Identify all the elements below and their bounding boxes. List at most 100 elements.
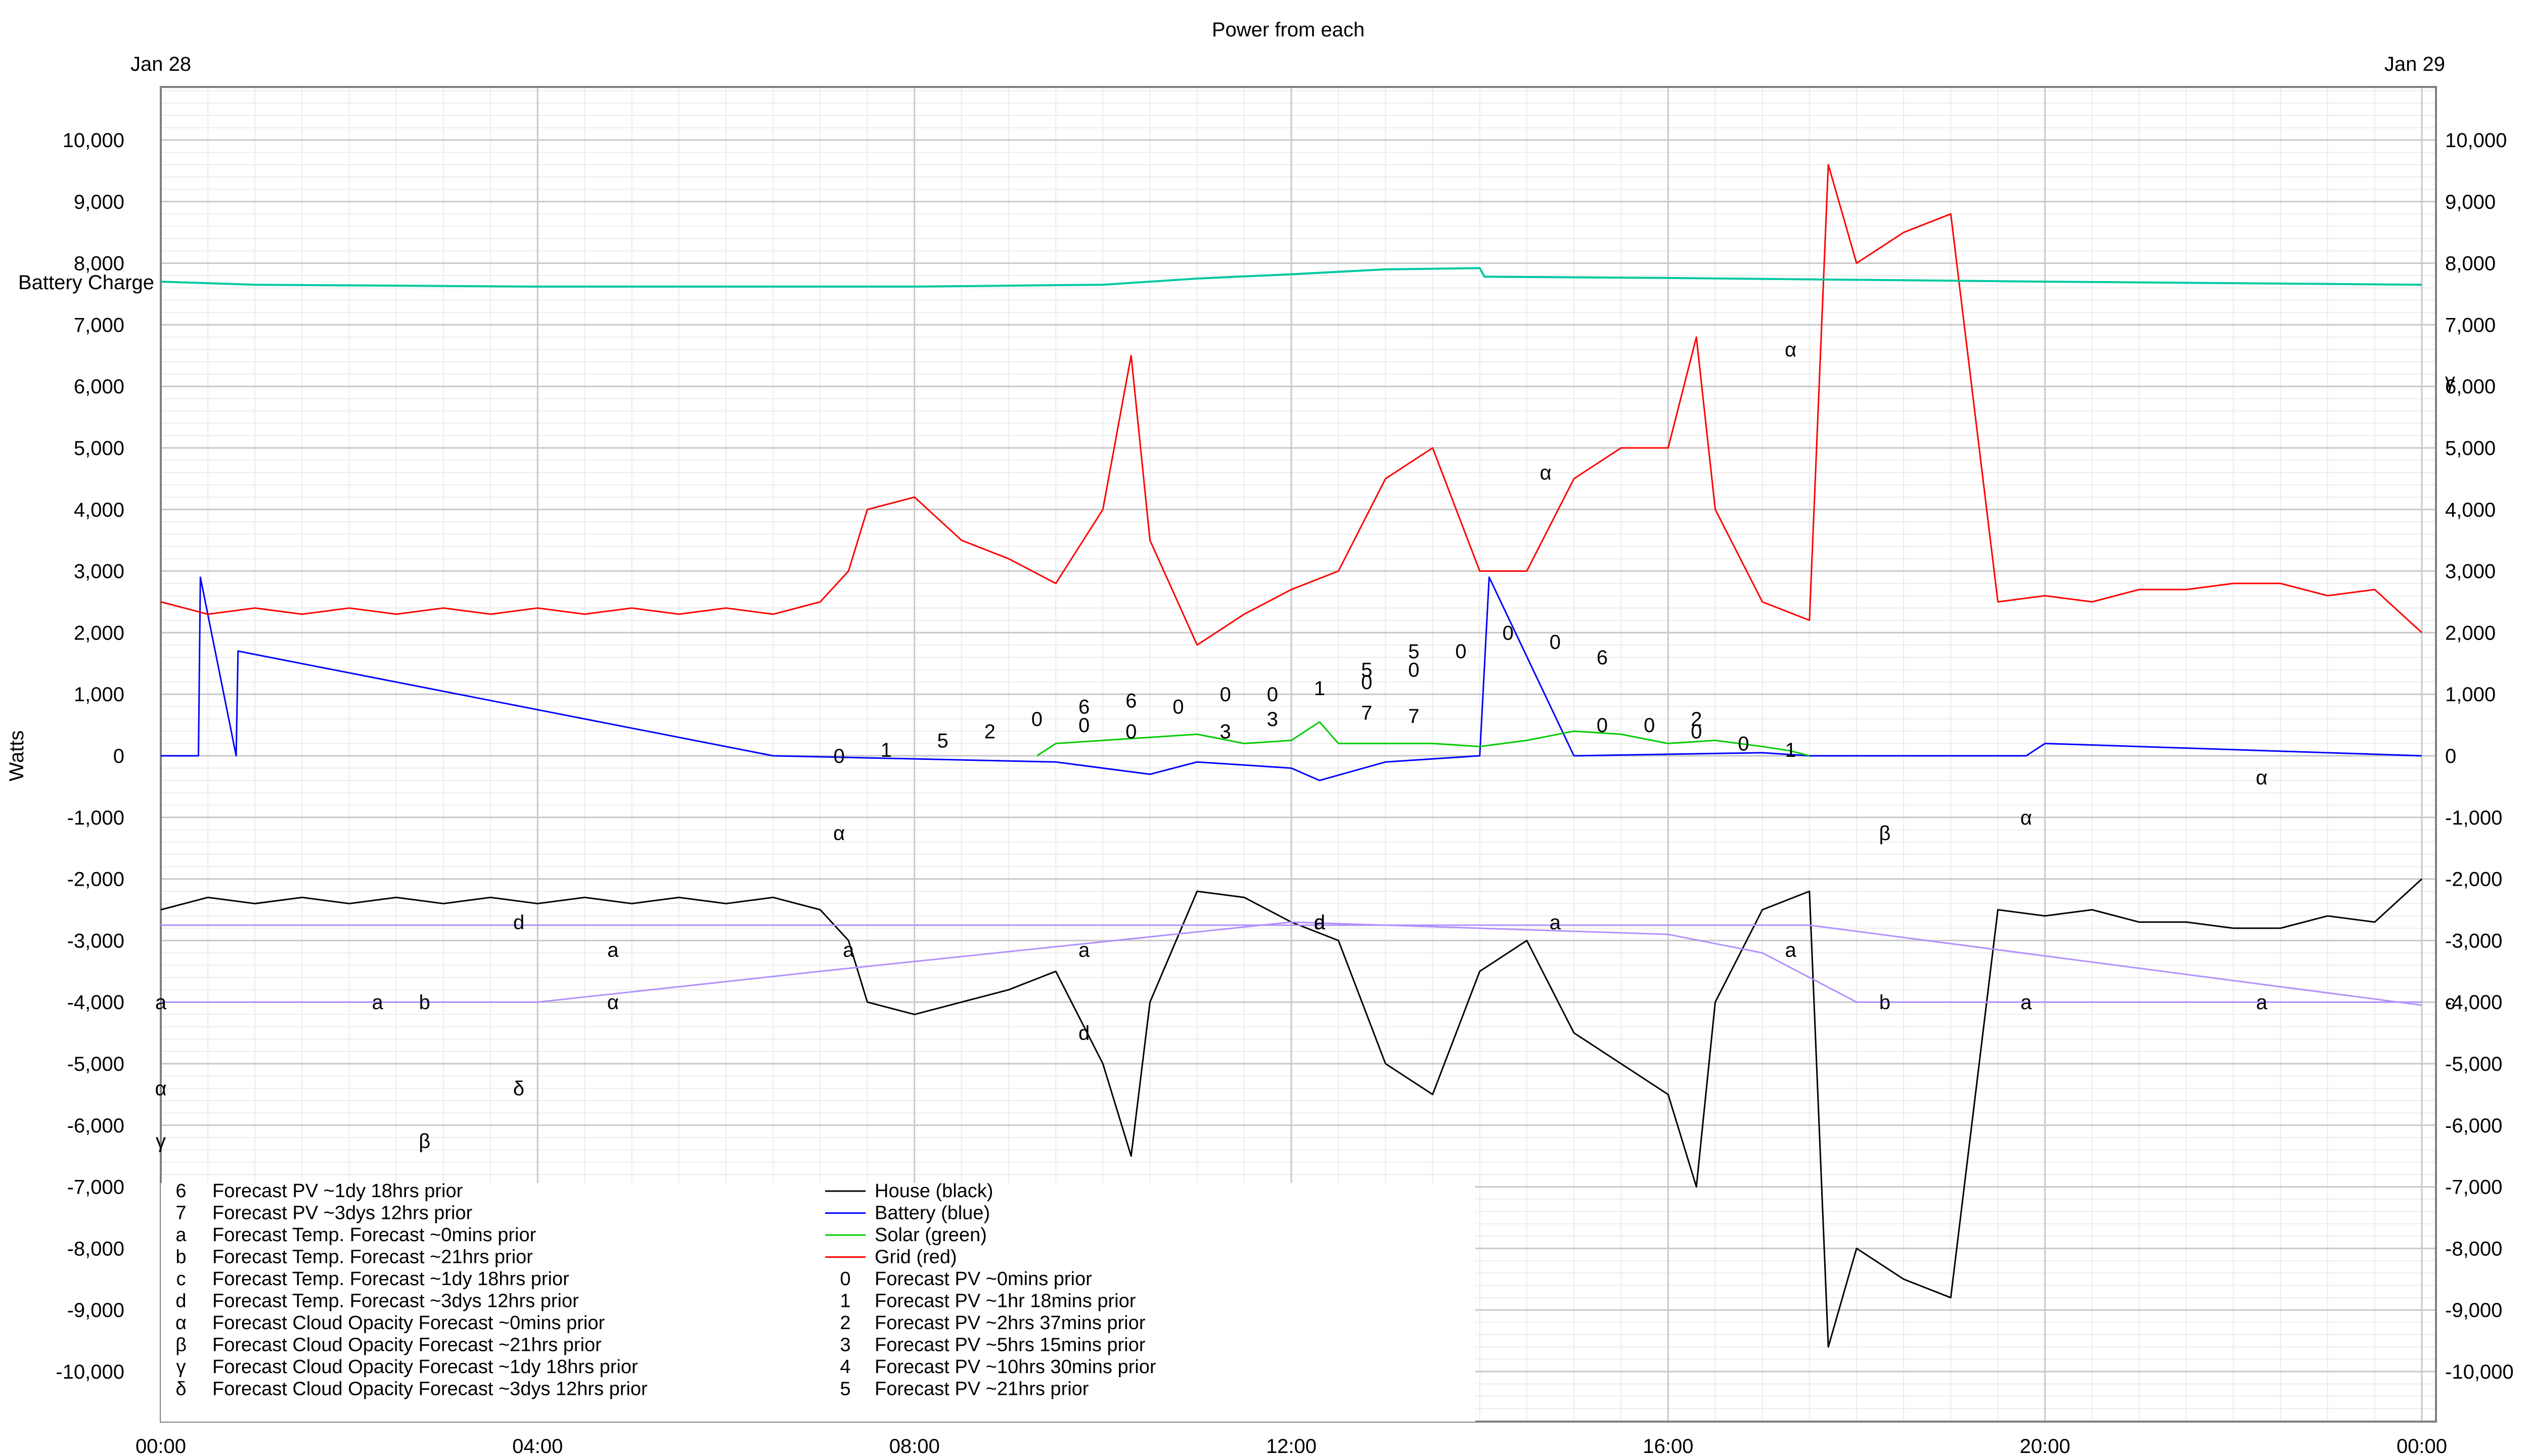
y-tick-label-right: -10,000 xyxy=(2445,1361,2514,1383)
series-marker: b xyxy=(1879,991,1890,1014)
series-line-3 xyxy=(160,164,2423,646)
series-marker: 0 xyxy=(1408,659,1419,681)
series-marker: a xyxy=(1550,912,1561,934)
series-marker: α xyxy=(1540,462,1552,484)
series-marker: c xyxy=(2445,991,2455,1014)
x-tick-label: 00:00 xyxy=(136,1435,186,1456)
y-tick-label-left: -2,000 xyxy=(67,869,124,891)
series-marker: α xyxy=(155,1078,166,1100)
y-tick-label-right: 5,000 xyxy=(2445,437,2496,460)
legend-marker: α xyxy=(175,1312,187,1334)
y-tick-label-left: -10,000 xyxy=(56,1361,124,1383)
series-line-2 xyxy=(1036,721,1810,757)
date-right: Jan 29 xyxy=(2384,53,2445,75)
series-marker: a xyxy=(372,991,383,1014)
y-tick-label-right: 2,000 xyxy=(2445,622,2496,644)
series-marker: 3 xyxy=(1220,720,1231,743)
y-tick-label-right: -7,000 xyxy=(2445,1176,2502,1199)
series-marker: 5 xyxy=(937,730,948,752)
y-tick-label-right: 8,000 xyxy=(2445,253,2496,275)
legend-marker: c xyxy=(176,1268,186,1290)
series-marker: 0 xyxy=(1644,714,1655,737)
series-marker: β xyxy=(419,1130,430,1152)
legend-marker: b xyxy=(175,1247,186,1268)
legend-marker: β xyxy=(175,1335,187,1356)
x-tick-label: 00:00 xyxy=(2397,1435,2447,1456)
legend-label: Forecast PV ~2hrs 37mins prior xyxy=(875,1312,1146,1334)
legend-marker: 1 xyxy=(840,1291,850,1312)
legend-label: House (black) xyxy=(875,1180,993,1202)
legend-label: Forecast Cloud Opacity Forecast ~1dy 18h… xyxy=(212,1356,638,1378)
y-tick-label-right: 7,000 xyxy=(2445,314,2496,336)
legend-label: Solar (green) xyxy=(875,1224,987,1246)
series-marker: β xyxy=(1879,822,1890,844)
y-tick-label-right: -2,000 xyxy=(2445,869,2502,891)
y-tick-label-right: -5,000 xyxy=(2445,1053,2502,1075)
series-marker: 2 xyxy=(984,720,996,743)
x-tick-label: 12:00 xyxy=(1266,1435,1317,1456)
y-tick-label-left: -6,000 xyxy=(67,1115,124,1137)
y-tick-label-left: -9,000 xyxy=(67,1299,124,1322)
series-marker: d xyxy=(1314,912,1325,934)
series-marker: a xyxy=(2020,991,2032,1014)
y-tick-label-right: 4,000 xyxy=(2445,499,2496,521)
series-marker: 0 xyxy=(1550,631,1561,654)
legend-label: Forecast Temp. Forecast ~3dys 12hrs prio… xyxy=(212,1291,579,1312)
series-line-6 xyxy=(161,924,2422,1006)
series-marker: a xyxy=(607,939,619,962)
series-marker: 0 xyxy=(1125,720,1137,743)
y-tick-label-right: 6,000 xyxy=(2445,376,2496,398)
x-tick-label: 04:00 xyxy=(512,1435,563,1456)
series-marker: 0 xyxy=(1691,720,1702,743)
y-tick-label-right: -1,000 xyxy=(2445,807,2502,829)
legend-label: Forecast PV ~5hrs 15mins prior xyxy=(875,1335,1146,1356)
y-tick-label-right: -8,000 xyxy=(2445,1238,2502,1260)
series-marker: 0 xyxy=(1502,622,1513,644)
series-marker: 0 xyxy=(833,745,844,767)
series-marker: b xyxy=(419,991,430,1014)
legend-label: Forecast PV ~0mins prior xyxy=(875,1268,1092,1290)
x-tick-label: 16:00 xyxy=(1643,1435,1693,1456)
legend-label: Grid (red) xyxy=(875,1247,957,1268)
series-marker: 7 xyxy=(1361,702,1372,724)
series-marker: δ xyxy=(513,1078,524,1100)
series-marker: a xyxy=(155,991,167,1014)
y-tick-label-right: -4,000 xyxy=(2445,991,2502,1014)
legend-label: Forecast Cloud Opacity Forecast ~3dys 12… xyxy=(212,1379,648,1400)
y-tick-label-right: 10,000 xyxy=(2445,129,2507,152)
series-marker: a xyxy=(1078,939,1090,962)
major-gridlines xyxy=(160,87,2436,1422)
series-marker: 0 xyxy=(1738,733,1749,755)
y-tick-label-left: 4,000 xyxy=(74,499,124,521)
legend-marker: a xyxy=(175,1224,187,1246)
legend-marker: 4 xyxy=(840,1356,850,1378)
legend-label: Forecast PV ~10hrs 30mins prior xyxy=(875,1356,1156,1378)
y-tick-label-left: -1,000 xyxy=(67,807,124,829)
y-tick-label-left: -4,000 xyxy=(67,991,124,1014)
legend-label: Forecast Temp. Forecast ~21hrs prior xyxy=(212,1247,533,1268)
y-tick-label-right: 1,000 xyxy=(2445,684,2496,706)
x-tick-label: 20:00 xyxy=(2020,1435,2070,1456)
legend-marker: 7 xyxy=(175,1203,186,1224)
series-marker: 0 xyxy=(1172,696,1184,718)
legend-label: Forecast PV ~1hr 18mins prior xyxy=(875,1291,1136,1312)
y-tick-label-left: 6,000 xyxy=(74,376,124,398)
legend-label: Forecast Cloud Opacity Forecast ~0mins p… xyxy=(212,1312,605,1334)
x-tick-label: 08:00 xyxy=(889,1435,940,1456)
series-marker: d xyxy=(513,912,524,934)
series-marker: d xyxy=(1078,1022,1090,1044)
legend-marker: δ xyxy=(175,1379,186,1400)
series-marker: α xyxy=(2020,807,2032,829)
legend-marker: 0 xyxy=(840,1268,850,1290)
y-tick-label-left: 9,000 xyxy=(74,191,124,213)
legend-label: Forecast PV ~3dys 12hrs prior xyxy=(212,1203,473,1224)
battery-charge-label: Battery Charge xyxy=(18,271,154,294)
legend-marker: γ xyxy=(176,1356,186,1378)
series-marker: α xyxy=(2256,767,2268,789)
series-marker: 6 xyxy=(1597,647,1608,669)
y-tick-label-left: 1,000 xyxy=(74,684,124,706)
legend-marker: 6 xyxy=(175,1180,186,1202)
y-tick-label-left: 8,000 xyxy=(74,253,124,275)
legend-label: Forecast Cloud Opacity Forecast ~21hrs p… xyxy=(212,1335,602,1356)
